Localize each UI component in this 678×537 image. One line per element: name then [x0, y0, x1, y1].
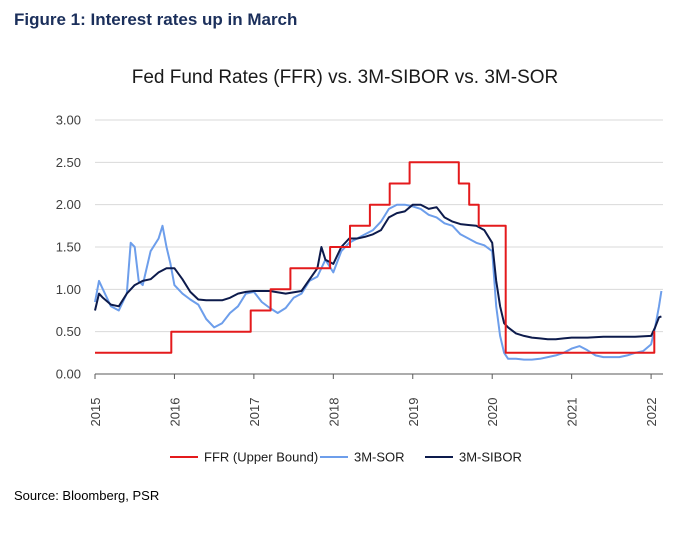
- legend-label: 3M-SIBOR: [459, 450, 522, 465]
- series-line-2: [94, 203, 662, 341]
- gridlines: [95, 119, 663, 375]
- y-tick-label: 2.00: [56, 197, 81, 212]
- x-tick-label: 2017: [247, 398, 262, 427]
- source-note: Source: Bloomberg, PSR: [14, 488, 160, 503]
- y-tick-label: 1.00: [56, 282, 81, 297]
- y-tick-label: 3.00: [56, 113, 81, 128]
- y-tick-label: 1.50: [56, 240, 81, 255]
- x-tick-label: 2016: [167, 398, 182, 427]
- chart-title: Fed Fund Rates (FFR) vs. 3M-SIBOR vs. 3M…: [132, 67, 559, 88]
- line-chart: Fed Fund Rates (FFR) vs. 3M-SIBOR vs. 3M…: [56, 67, 663, 465]
- legend-label: FFR (Upper Bound): [204, 450, 318, 465]
- x-axis: 2015 2016 2017 2018 2019 2020 2021 2022: [88, 373, 663, 427]
- x-tick-label: 2022: [644, 398, 659, 427]
- x-tick-label: 2018: [326, 398, 341, 427]
- y-axis: 0.00 0.50 1.00 1.50 2.00 2.50 3.00: [56, 113, 81, 382]
- x-tick-label: 2019: [406, 398, 421, 427]
- legend: FFR (Upper Bound) 3M-SOR 3M-SIBOR: [170, 450, 522, 465]
- series-group: [94, 161, 663, 361]
- x-tick-label: 2015: [88, 398, 103, 427]
- y-tick-label: 2.50: [56, 155, 81, 170]
- series-line-0: [95, 161, 656, 354]
- x-tick-label: 2020: [485, 398, 500, 427]
- y-tick-label: 0.50: [56, 324, 81, 339]
- legend-label: 3M-SOR: [354, 450, 405, 465]
- figure-caption: Figure 1: Interest rates up in March: [14, 10, 298, 29]
- series-line-1: [94, 203, 663, 361]
- x-tick-label: 2021: [565, 398, 580, 427]
- y-tick-label: 0.00: [56, 367, 81, 382]
